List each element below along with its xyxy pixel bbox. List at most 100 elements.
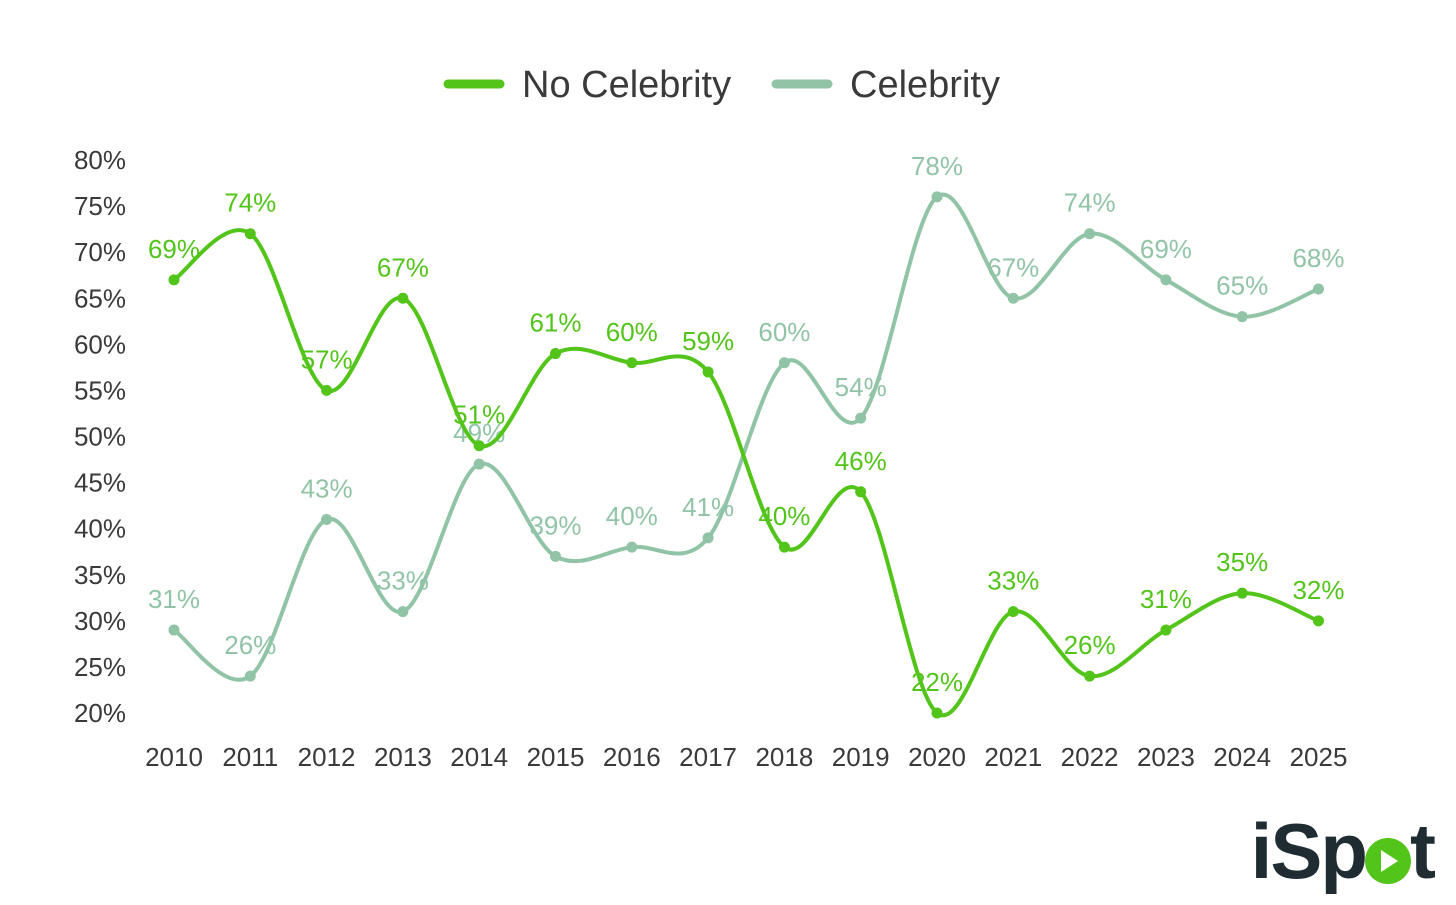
y-axis: 80% 75% 70% 65% 60% 55% 50% 45% 40% 35% 30% 25% 20% xyxy=(74,145,126,728)
series-celebrity: 31%26%43%33%49%39% 40% 41%60%54%78%67%74%6… xyxy=(148,151,1345,682)
data-label: 74% xyxy=(1064,188,1116,218)
x-tick-label: 2019 xyxy=(832,742,890,772)
y-tick-label: 60% xyxy=(74,329,126,359)
y-tick-label: 20% xyxy=(74,698,126,728)
y-tick-label: 40% xyxy=(74,514,126,544)
x-axis: 2010 2011 2012 2013 2014 2015 2016 2017 2018 2019… xyxy=(145,742,1347,772)
data-point xyxy=(1236,587,1248,599)
data-point xyxy=(855,412,867,424)
data-point xyxy=(1007,292,1019,304)
data-label: 68% xyxy=(1292,243,1344,273)
logo-wordmark: iSp t xyxy=(1251,812,1436,890)
data-label: 78% xyxy=(911,151,963,181)
data-point xyxy=(473,458,485,470)
data-label: 22% xyxy=(911,667,963,697)
x-tick-label: 2024 xyxy=(1213,742,1271,772)
data-point xyxy=(397,292,409,304)
data-point xyxy=(931,707,943,719)
data-label: 40% xyxy=(758,501,810,531)
data-label: 31% xyxy=(1140,584,1192,614)
data-label: 33% xyxy=(987,566,1039,596)
data-label: 39% xyxy=(529,510,581,540)
data-label: 46% xyxy=(835,446,887,476)
y-tick-label: 70% xyxy=(74,237,126,267)
x-tick-label: 2014 xyxy=(450,742,508,772)
data-point xyxy=(1084,670,1096,682)
data-point xyxy=(244,228,256,240)
data-label: 40% xyxy=(606,501,658,531)
y-tick-label: 35% xyxy=(74,560,126,590)
data-point xyxy=(550,348,561,360)
data-label: 33% xyxy=(377,566,429,596)
legend: No Celebrity Celebrity xyxy=(443,64,1000,106)
data-label: 67% xyxy=(377,252,429,282)
y-tick-label: 25% xyxy=(74,652,126,682)
x-tick-label: 2022 xyxy=(1061,742,1119,772)
data-label: 32% xyxy=(1292,575,1344,605)
data-label: 69% xyxy=(1140,234,1192,264)
data-point xyxy=(702,366,714,378)
x-tick-label: 2018 xyxy=(755,742,813,772)
x-tick-label: 2013 xyxy=(374,742,432,772)
data-point xyxy=(626,357,638,369)
data-point xyxy=(168,274,180,286)
logo-text-start: iSp xyxy=(1250,807,1368,895)
data-label: 74% xyxy=(224,188,276,218)
y-tick-label: 50% xyxy=(74,422,126,452)
x-tick-label: 2025 xyxy=(1290,742,1348,772)
data-label: 26% xyxy=(224,630,276,660)
data-label: 31% xyxy=(148,584,200,614)
data-point xyxy=(931,191,943,203)
y-tick-label: 45% xyxy=(74,468,126,498)
legend-label-celebrity: Celebrity xyxy=(850,64,1000,106)
data-point xyxy=(1236,311,1248,323)
data-label: 69% xyxy=(148,234,200,264)
data-point xyxy=(702,532,714,544)
play-circle-icon xyxy=(1365,838,1412,884)
data-label: 41% xyxy=(682,492,734,522)
data-label: 59% xyxy=(682,326,734,356)
data-label: 43% xyxy=(301,473,353,503)
x-tick-label: 2020 xyxy=(908,742,966,772)
data-point xyxy=(550,550,561,562)
data-point xyxy=(1160,624,1172,636)
y-tick-label: 65% xyxy=(74,283,126,313)
x-tick-label: 2023 xyxy=(1137,742,1195,772)
data-point xyxy=(244,670,256,682)
y-tick-label: 75% xyxy=(74,191,126,221)
data-point xyxy=(397,606,409,618)
series-no-celebrity: 69% 74% 57% 67% 51% 61% 60% 59% 40% 46% 22% 33% 26% 3… xyxy=(148,188,1345,719)
data-label: 67% xyxy=(987,252,1039,282)
data-point xyxy=(778,357,790,369)
x-tick-label: 2016 xyxy=(603,742,661,772)
data-label: 57% xyxy=(301,344,353,374)
x-tick-label: 2021 xyxy=(984,742,1042,772)
logo-text-end: t xyxy=(1410,807,1436,895)
data-point xyxy=(321,513,333,525)
data-label: 60% xyxy=(758,317,810,347)
data-point xyxy=(1313,283,1324,295)
data-point xyxy=(855,486,867,498)
data-label: 51% xyxy=(453,400,505,430)
y-tick-label: 80% xyxy=(74,145,126,175)
data-point xyxy=(778,541,790,553)
data-point xyxy=(473,440,485,452)
y-tick-label: 30% xyxy=(74,606,126,636)
x-tick-label: 2012 xyxy=(298,742,356,772)
data-label: 60% xyxy=(606,317,658,347)
data-point xyxy=(1313,615,1324,627)
x-tick-label: 2015 xyxy=(527,742,585,772)
x-tick-label: 2010 xyxy=(145,742,203,772)
data-label: 26% xyxy=(1064,630,1116,660)
ispot-logo: iSp t xyxy=(1251,811,1436,891)
legend-label-no-celebrity: No Celebrity xyxy=(522,64,731,106)
data-label: 61% xyxy=(529,308,581,338)
x-tick-label: 2017 xyxy=(679,742,737,772)
data-label: 35% xyxy=(1216,547,1268,577)
data-label: 54% xyxy=(835,372,887,402)
x-tick-label: 2011 xyxy=(222,742,278,772)
data-point xyxy=(1084,228,1096,240)
data-point xyxy=(168,624,180,636)
data-label: 65% xyxy=(1216,271,1268,301)
